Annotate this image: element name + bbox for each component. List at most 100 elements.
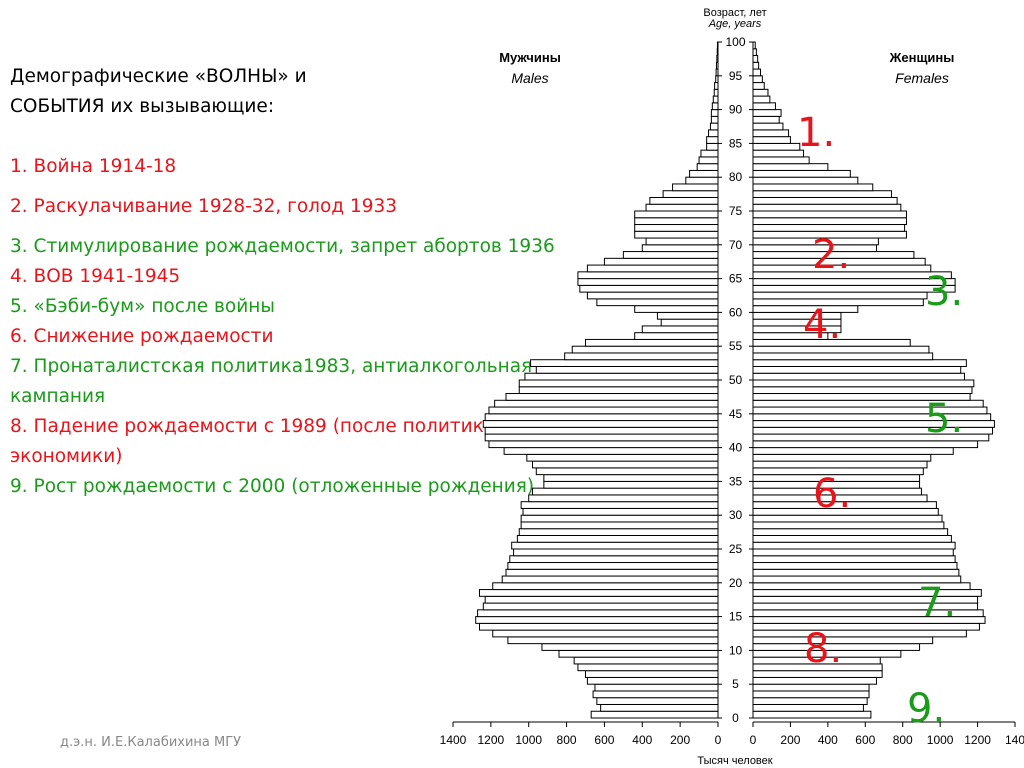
event-item: 6. Снижение рождаемости [10,326,274,347]
male-bar [585,338,719,347]
female-bar [752,365,962,374]
male-bar [571,345,719,354]
age-tick-label: 40 [729,441,743,455]
male-bar [511,541,719,550]
male-bar [477,609,719,618]
male-bar [710,109,719,117]
female-bar [752,683,870,692]
event-number-label: 3. [925,269,963,315]
male-bar [603,257,719,266]
x-tick-label-left: 1400 [440,733,467,747]
male-bar [689,169,719,178]
x-tick-label-right: 600 [855,733,875,747]
male-bar [645,237,719,246]
male-bar [586,291,719,300]
female-bar [752,534,952,543]
male-bar [522,507,719,516]
age-tick-label: 30 [729,508,743,522]
event-number-label: 1. [797,110,835,156]
male-bar [713,88,719,97]
event-item: 7. Пронаталистская политика1983, антиалк… [10,356,533,407]
male-bar [482,602,719,611]
male-bar [586,676,719,685]
male-bar [706,136,719,144]
males-header-ru: Мужчины [499,50,561,65]
age-tick-label: 15 [729,610,743,624]
event-number-label: 5. [925,396,963,442]
male-bar [596,697,719,705]
male-bar [579,284,719,293]
age-tick-label: 75 [729,204,743,218]
male-bar [672,183,719,192]
female-bar [752,217,907,226]
male-bar [518,379,719,388]
event-number-label: 9. [907,686,945,732]
male-bar [634,210,719,219]
female-bar [752,203,902,212]
male-bar [505,393,719,401]
female-bar [752,372,965,381]
male-bar [541,643,719,651]
female-bar [752,690,870,699]
male-bar [698,156,719,165]
female-bar [752,115,780,124]
age-tick-label: 85 [729,136,743,150]
female-bar [752,636,934,645]
x-tick-label-right: 200 [780,733,800,747]
author-footer: д.э.н. И.Е.Калабихина МГУ [60,735,242,750]
x-tick-label-right: 1200 [964,733,991,747]
x-tick-label-right: 1000 [927,733,954,747]
age-tick-label: 70 [729,238,743,252]
male-bar [634,305,719,313]
x-tick-label-left: 0 [715,733,722,747]
female-bar [752,562,958,570]
male-bar [492,629,719,638]
female-bar [752,697,868,705]
female-bar [752,190,892,198]
male-bar [524,372,719,381]
male-bar [507,562,719,570]
male-bar [503,447,719,455]
male-bar [706,142,719,151]
male-bar [505,568,719,577]
event-number-label: 6. [813,471,851,517]
male-bar [484,426,719,435]
female-bar [752,447,954,455]
age-tick-label: 100 [725,35,745,49]
female-bar [752,156,810,165]
male-bar [577,278,719,286]
event-item: 2. Раскулачивание 1928-32, голод 1933 [10,196,398,217]
male-bar [709,122,719,131]
male-bar [712,95,719,104]
age-tick-label: 35 [729,474,743,488]
x-tick-label-left: 600 [594,733,614,747]
female-bar [752,271,952,280]
female-bar [752,149,805,158]
event-item: 1. Война 1914-18 [10,156,177,177]
x-tick-label-left: 1000 [515,733,542,747]
event-number-label: 8. [804,626,842,672]
age-tick-label: 0 [732,711,739,725]
age-tick-label: 55 [729,339,743,353]
events-panel: Демографические «ВОЛНЫ» и СОБЫТИЯ их выз… [10,62,610,502]
male-bar [634,332,719,340]
female-bar [752,169,851,178]
male-bar [528,494,719,503]
x-axis-label: Тысяч человек [697,755,772,767]
male-bar [714,82,719,90]
female-bar [752,68,761,77]
female-bar [752,359,967,367]
male-bar [526,453,719,462]
female-bar [752,352,934,361]
male-bar [516,534,719,543]
age-tick-label: 80 [729,170,743,184]
age-tick-label: 25 [729,542,743,556]
age-tick-label: 90 [729,103,743,117]
male-bar [590,710,719,719]
male-bar [484,595,719,604]
female-bar [752,136,791,144]
male-bar [634,230,719,239]
female-bar [752,548,954,557]
male-bar [641,244,719,253]
age-tick-label: 65 [729,272,743,286]
